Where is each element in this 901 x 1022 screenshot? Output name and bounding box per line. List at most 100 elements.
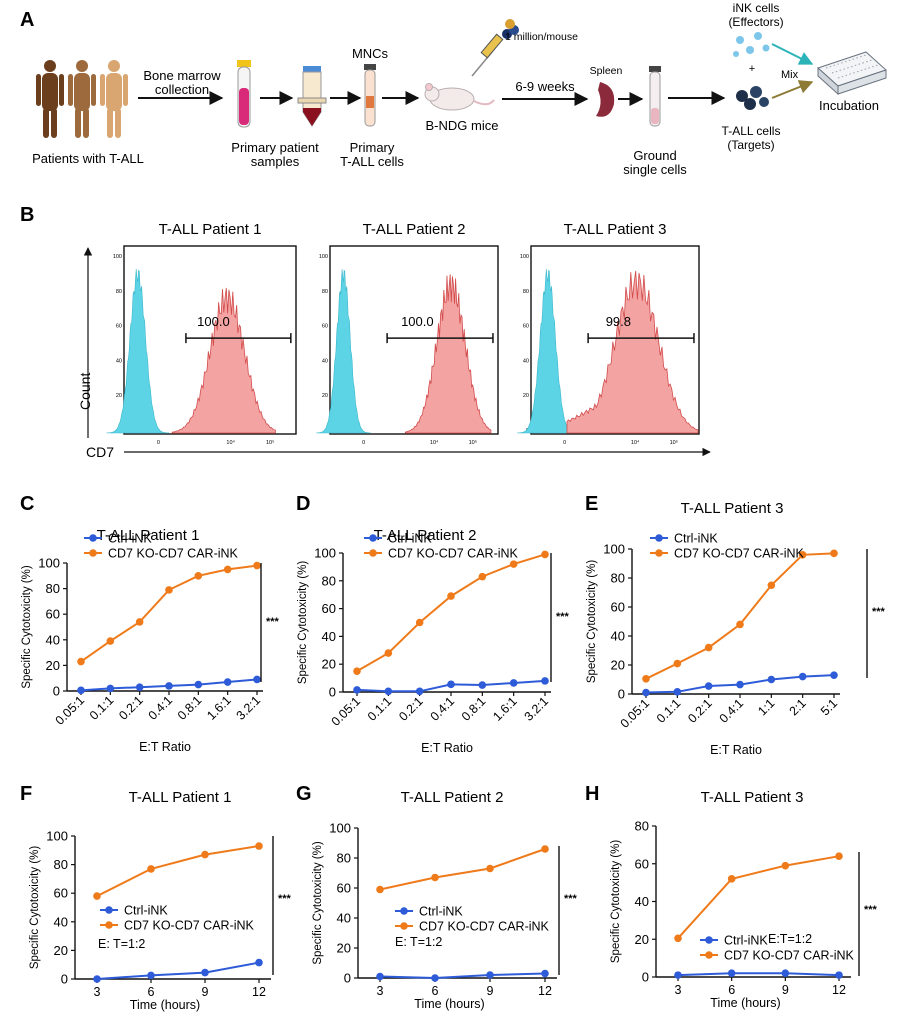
y-tick-label: 60 [54, 886, 68, 901]
data-point-ctrl [353, 686, 361, 694]
y-tick-label: 0 [344, 971, 351, 986]
data-point-car [165, 586, 173, 594]
y-tick-label: 40 [611, 629, 625, 644]
x-axis-label: Time (hours) [414, 997, 484, 1011]
mouse-icon [424, 83, 495, 111]
ratio-note: E: T=1:2 [395, 935, 442, 949]
collection-label: collection [155, 82, 209, 97]
chart-title: T-ALL Patient 3 [701, 789, 804, 806]
gate-value: 100.0 [401, 314, 434, 329]
y-axis-label: Specific Cytotoxicity (%) [297, 561, 309, 685]
series-line-ctrl [677, 972, 840, 977]
chart-title: T-ALL Patient 1 [129, 789, 232, 806]
data-point-ctrl [509, 679, 518, 687]
x-tick-label: 2:1 [787, 696, 809, 718]
x-axis-label: E:T Ratio [421, 741, 473, 755]
flow-y-tick: 100 [520, 254, 529, 260]
ground-label-1: Ground [633, 148, 676, 163]
data-point-ctrl [835, 971, 843, 979]
flow-x-tick: 10⁴ [430, 439, 439, 446]
data-point-car [798, 551, 807, 559]
y-tick-label: 80 [611, 571, 625, 586]
control-histogram [316, 269, 371, 434]
y-tick-label: 60 [46, 607, 60, 622]
primary-samples-label-1: Primary patient [231, 140, 319, 155]
flow-y-tick: 40 [116, 358, 122, 364]
x-axis-label: E:T Ratio [139, 740, 191, 754]
x-tick-label: 12 [832, 983, 846, 997]
flow-y-tick: 60 [523, 324, 529, 330]
flow-y-tick: 80 [523, 289, 529, 295]
primary-samples-label-2: samples [251, 154, 300, 169]
x-tick-label: 0.1:1 [365, 694, 395, 724]
chart-d: T-ALL Patient 2 0 20 40 60 80 100 Specific Cyto… [297, 527, 570, 755]
flow-histogram-3: T-ALL Patient 3020406080100010⁴10⁵99.8 [517, 221, 700, 446]
legend-swatch-dot [705, 951, 713, 959]
data-point-car [736, 620, 744, 629]
x-tick-label: 0.8:1 [175, 693, 205, 723]
flow-y-tick: 80 [116, 289, 122, 295]
flow-x-tick: 0 [157, 440, 160, 446]
x-tick-label: 1:1 [755, 696, 777, 718]
data-point-car [106, 637, 115, 645]
y-tick-label: 0 [329, 685, 336, 700]
data-point-ctrl [106, 684, 115, 693]
panel-letter-d: D [296, 493, 310, 515]
data-point-ctrl [431, 974, 439, 982]
series-line-ctrl [96, 961, 260, 980]
series-line-ctrl [379, 972, 546, 980]
bone-marrow-label: Bone marrow [143, 68, 221, 83]
series-line-car [645, 552, 835, 680]
y-tick-label: 40 [635, 894, 649, 909]
significance-stars: *** [266, 616, 280, 628]
flow-y-tick: 60 [322, 324, 328, 330]
x-tick-label: 0.1:1 [87, 693, 117, 723]
panel-letter-c: C [20, 493, 34, 515]
significance-stars: *** [556, 611, 570, 623]
y-axis-label: Specific Cytotoxicity (%) [29, 846, 41, 970]
flow-frame [329, 245, 499, 435]
x-tick-label: 6 [728, 983, 735, 997]
panel-letter-a: A [20, 9, 34, 31]
flow-y-tick: 40 [523, 358, 529, 364]
x-tick-label: 9 [782, 983, 789, 997]
x-axis-label: Time (hours) [130, 998, 200, 1012]
data-point-car [253, 561, 261, 570]
y-tick-label: 0 [618, 687, 625, 702]
flow-y-tick: 100 [113, 254, 122, 260]
data-point-ctrl [194, 680, 203, 689]
y-tick-label: 100 [38, 556, 60, 571]
legend-label: Ctrl-iNK [124, 904, 168, 918]
data-point-ctrl [253, 675, 261, 684]
chart-title: T-ALL Patient 3 [681, 500, 784, 517]
legend-swatch-dot [655, 534, 663, 542]
spleen-icon [596, 82, 615, 117]
y-tick-label: 20 [322, 657, 336, 672]
data-point-car [431, 873, 439, 882]
arrow-effectors-mix [771, 43, 814, 65]
y-tick-label: 20 [635, 932, 649, 947]
data-point-ctrl [767, 675, 776, 684]
flow-panel: B Count CD7 T-ALL Patient 1 0 20 40 60 80 100 0… [20, 204, 711, 460]
data-point-ctrl [135, 683, 144, 691]
dose-label: 1 million/mouse [505, 31, 578, 43]
x-tick-label: 12 [252, 985, 266, 999]
cd7-histogram [171, 287, 276, 434]
mix-label: Mix [781, 69, 799, 81]
data-point-car [486, 864, 494, 873]
y-tick-label: 60 [635, 856, 649, 871]
legend-label: Ctrl-iNK [388, 532, 432, 546]
tall-cells-icon [736, 86, 769, 110]
y-tick-label: 20 [337, 941, 351, 956]
legend-label: CD7 KO-CD7 CAR-iNK [419, 920, 550, 934]
data-point-ctrl [478, 681, 487, 689]
data-point-car [541, 550, 549, 559]
data-point-ctrl [376, 972, 384, 981]
ink-cells-icon [733, 32, 770, 57]
data-point-car [478, 572, 487, 581]
cd7-histogram [566, 270, 699, 434]
x-tick-label: 3 [675, 983, 682, 997]
y-tick-label: 20 [54, 943, 68, 958]
mnc-tube-icon [364, 64, 376, 127]
chart-c: T-ALL Patient 1 0 20 40 60 80 100 Specific Cyto… [21, 527, 280, 754]
